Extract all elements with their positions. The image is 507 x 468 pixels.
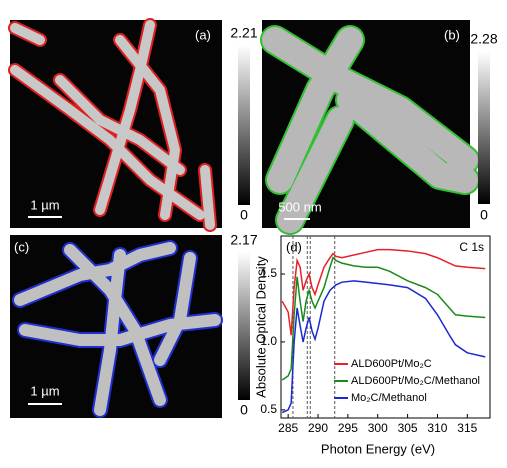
legend-label: ALD600Pt/Mo₂C [351,358,432,370]
series-line [281,280,486,414]
legend-label: Mo₂C/Methanol [351,392,427,404]
colorbar [238,252,250,400]
x-tick-label: 295 [338,421,358,435]
panel-c: (c) 1 µm 2.17 0 [10,232,258,418]
annotation: C 1s [459,240,484,254]
colorbar-max: 2.17 [230,232,257,248]
panel-label: (c) [14,239,29,254]
scale-bar-label: 1 µm [30,383,59,398]
y-axis-label: Absolute Optical Density [253,256,268,398]
scale-bar-label: 500 nm [278,199,321,214]
x-axis-label: Photon Energy (eV) [321,441,435,456]
panel-a: (a) 1 µm 2.21 0 [8,18,258,232]
series-line [281,256,486,381]
panel-b: (b) 500 nm 2.28 0 [260,20,498,235]
y-tick-label: 1.5 [260,266,277,280]
colorbar-min: 0 [240,402,248,418]
x-tick-label: 285 [278,421,298,435]
legend-label: ALD600Pt/Mo₂C/Methanol [351,375,480,387]
x-tick-label: 305 [398,421,418,435]
x-tick-label: 290 [308,421,328,435]
colorbar [238,45,250,205]
panel-label: (a) [195,27,211,42]
colorbar [478,52,490,204]
fibers [12,240,223,418]
x-tick-label: 315 [457,421,477,435]
colorbar-max: 2.28 [470,31,497,47]
colorbar-min: 0 [480,207,488,223]
chart: (d) C 1s Photon Energy (eV) Absolute Opt… [253,235,491,456]
panel-label: (d) [286,239,302,254]
series-line [281,248,486,336]
colorbar-max: 2.21 [230,25,257,41]
fibers [260,25,480,235]
colorbar-min: 0 [240,207,248,223]
fibers [8,18,217,232]
scale-bar-label: 1 µm [30,197,59,212]
y-tick-label: 1.0 [260,334,277,348]
y-tick-label: 0.5 [260,402,277,416]
x-tick-label: 310 [427,421,447,435]
plot-frame [280,235,491,419]
panel-label: (b) [444,27,460,42]
x-tick-label: 300 [368,421,388,435]
